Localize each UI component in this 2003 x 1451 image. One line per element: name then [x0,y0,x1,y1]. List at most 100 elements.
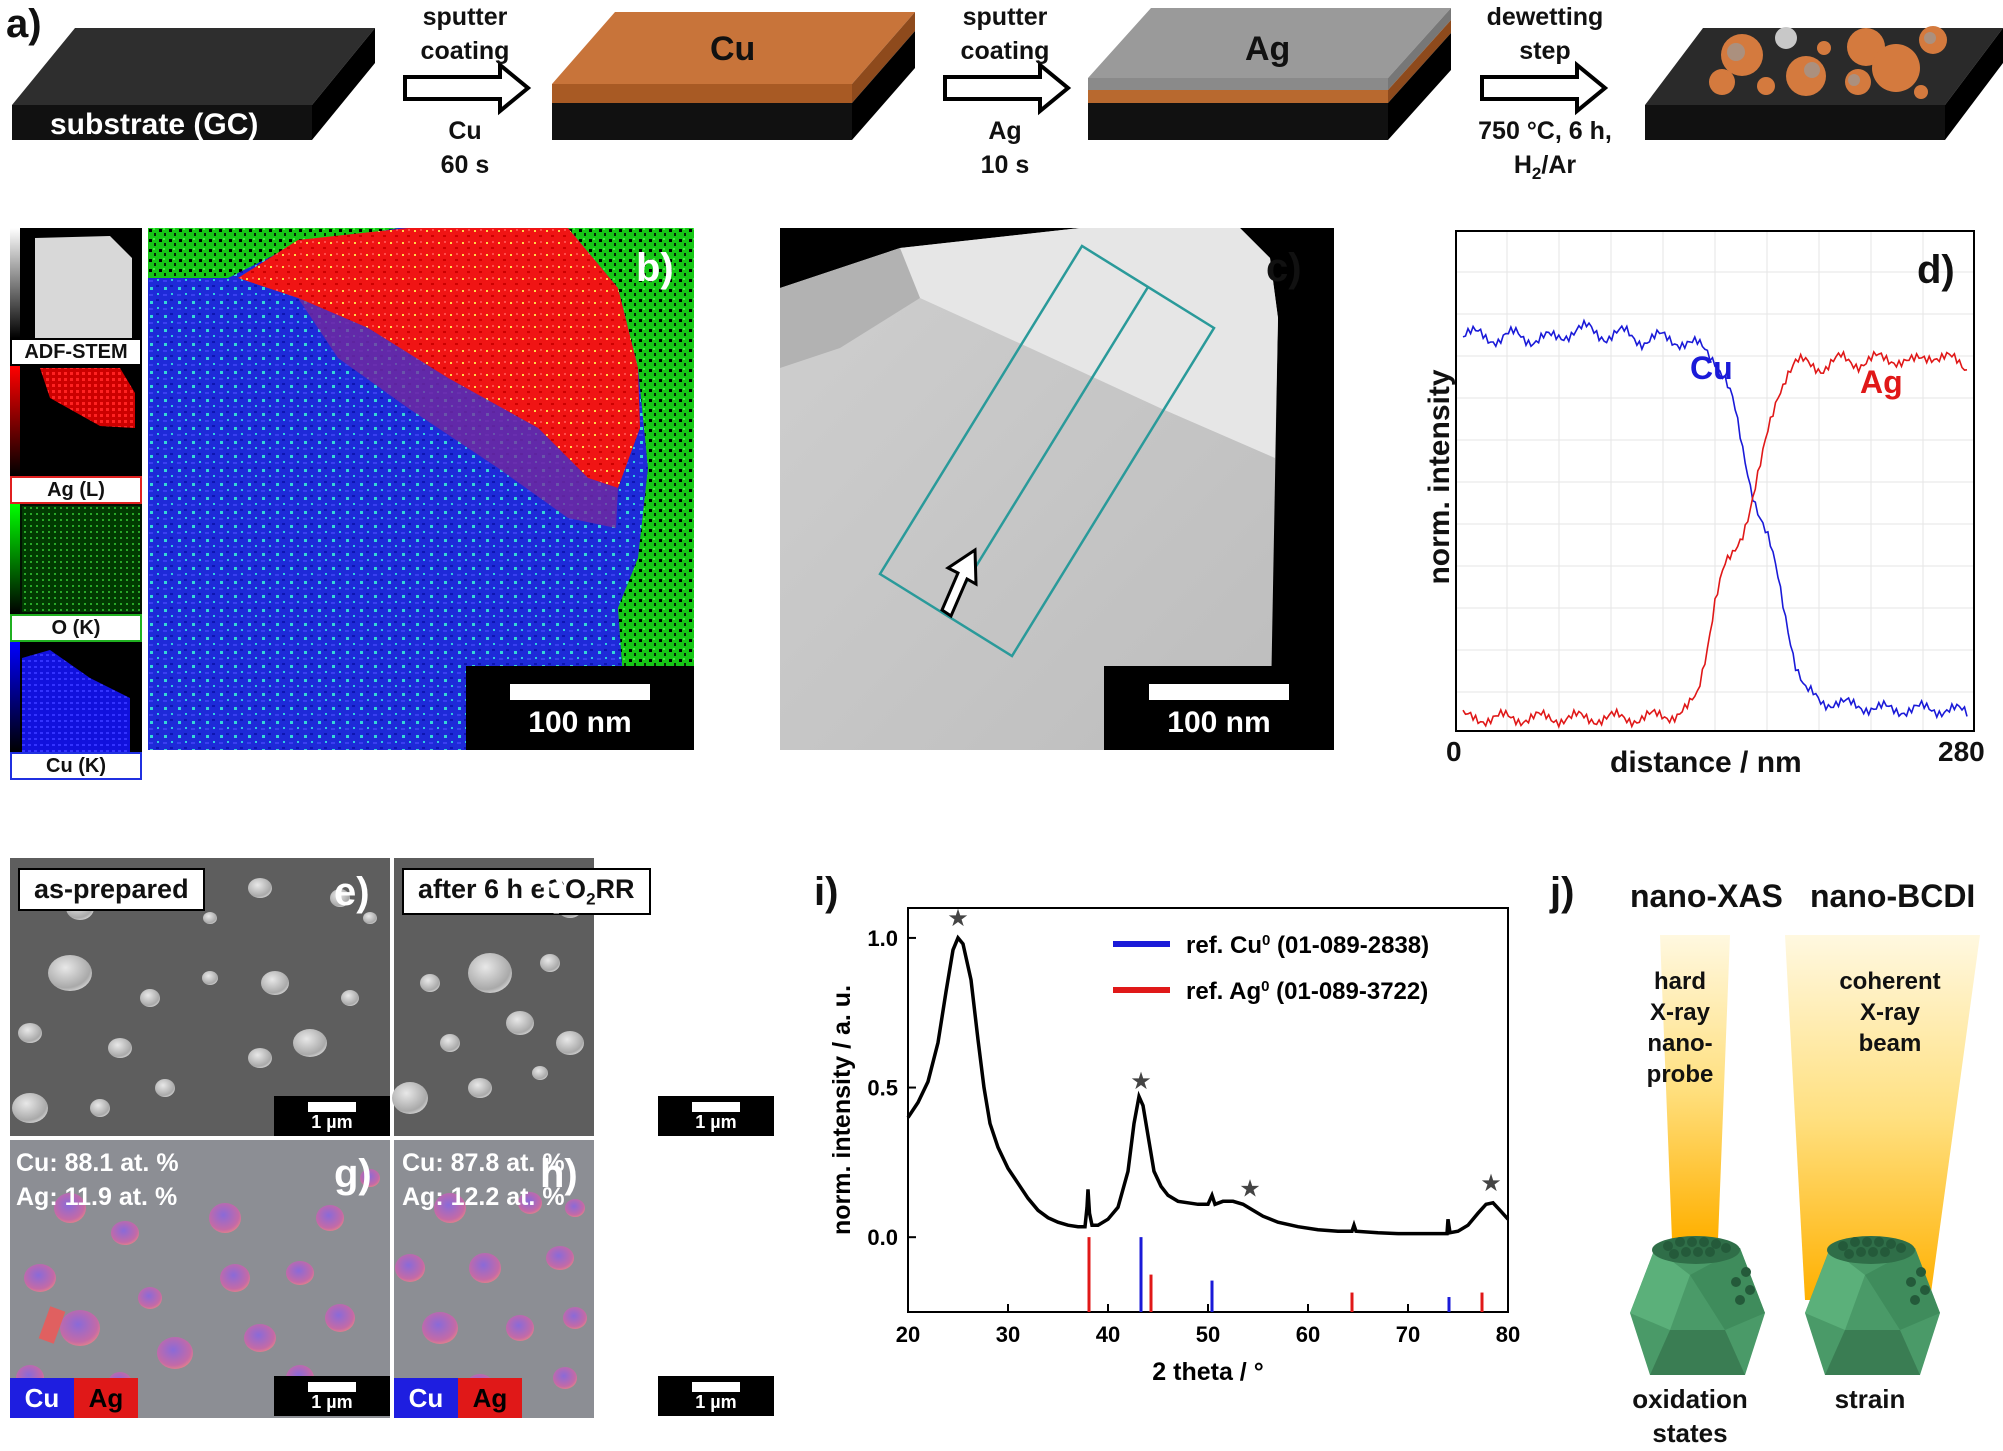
panel-h-label: h) [540,1152,578,1196]
plot-frame [907,907,1509,1313]
panel-j-beam1-text: hard X-ray nano- probe [1620,966,1740,1090]
h2-sub: 2 [1531,164,1542,183]
panel-b-eds-map [148,228,694,750]
beam2-line3: beam [1858,1030,1922,1057]
panel-j-col1-title: nano-XAS [1630,878,1783,914]
panel-d-xlabel: distance / nm [1610,746,1802,779]
step2-bottom: Ag 10 s [930,114,1080,182]
scale-bar-line [308,1102,356,1112]
beam2-line2: X-ray [1859,999,1921,1026]
panel-g-cu-composition: Cu: 88.1 at. % [16,1149,179,1177]
thumb-label-cu-text: Cu (K) [46,755,106,777]
panel-j-beam2-text: coherent X-ray beam [1815,966,1965,1059]
panel-g-label: g) [334,1152,372,1196]
beam1-line4: probe [1646,1061,1714,1088]
crystal-particle-1 [1630,1236,1765,1375]
cu-coated-block [552,12,915,140]
crystal-particle-2 [1805,1236,1940,1375]
beam2-line1: coherent [1839,968,1941,995]
panel-b-scale-bar: 100 nm [466,666,694,750]
step1-top: sputter coating [390,0,540,68]
panel-f-scale-bar: 1 µm [658,1096,774,1136]
ag-layer-label: Ag [1245,30,1291,68]
panel-f-label: f) [540,870,567,914]
panel-i-xrd-chart: 20 30 40 50 60 70 80 0.0 0.5 1.0 2 theta / ° norm. … [828,905,1520,1386]
panel-d-x-min: 0 [1446,736,1462,767]
x-tick-label: 80 [1496,1322,1520,1347]
scale-bar-line [692,1102,740,1112]
scale-bar-line [692,1382,740,1392]
step3-top-line2: step [1519,37,1571,65]
step2-top-line2: coating [960,37,1050,65]
panel-g-composition: Cu: 88.1 at. % Ag: 11.9 at. % [16,1146,179,1214]
col1-bottom-line1: oxidation [1632,1384,1748,1414]
panel-j-col2-bottom: strain [1834,1384,1906,1414]
step3-top-line1: dewetting [1486,3,1604,31]
y-tick-label: 0.0 [867,1225,898,1250]
thumb-label-o-text: O (K) [51,617,101,639]
panel-f-tag: after 6 h eCO2RR [402,868,651,916]
panel-h-particles [395,1192,587,1402]
step3-bottom-line1: 750 °C, 6 h, [1478,117,1612,145]
scan-direction-arrow [940,547,978,619]
panel-d-line-profile-chart [1455,230,1975,732]
panel-g-legend-ag: Ag [74,1378,138,1418]
panel-d-ag-label: Ag [1860,364,1903,400]
xas-beam [1660,935,1730,1240]
panel-j-col1-bottom: oxidation states [1610,1382,1770,1450]
step1-bottom-line1: Cu [448,117,482,145]
panel-e-label: e) [334,870,370,914]
ag-coated-block [1088,8,1451,140]
cu-layer-label: Cu [710,30,756,68]
beam1-line3: nano- [1647,1030,1713,1057]
panel-h-legend-cu: Cu [394,1378,458,1418]
panel-h-ag-composition: Ag: 12.2 at. % [402,1183,565,1211]
thumb-label-adf: ADF-STEM [10,338,142,366]
panel-c-stem-image [780,228,1334,750]
scale-bar-line [308,1382,356,1392]
panel-h-cu-composition: Cu: 87.8 at. % [402,1149,565,1177]
panel-g-ag-streak [38,1306,66,1344]
panel-b-thumbnails [10,228,142,752]
panel-d-ylabel: norm. intensity [1423,369,1456,585]
panel-c-scale-bar: 100 nm [1104,666,1334,750]
panel-f-tag-sub: 2 [586,889,596,909]
x-tick-label: 70 [1396,1322,1420,1347]
panel-i-label: i) [814,870,839,914]
panel-j-schematic [1630,935,1980,1375]
step2-bottom-line1: Ag [988,117,1022,145]
h2-main: H [1513,151,1532,179]
panel-f-tag-end: RR [595,874,635,904]
star-marker: ★ [1480,1170,1502,1197]
scale-bar-text: 1 µm [311,1392,353,1412]
y-tick-label: 0.5 [867,1076,898,1101]
panel-g-legend-cu: Cu [10,1378,74,1418]
scale-bar-text: 1 µm [695,1392,737,1412]
x-tick-label: 20 [896,1322,920,1347]
panel-d-cu-label: Cu [1690,350,1733,386]
step3-bottom: 750 °C, 6 h, H2/Ar [1450,114,1640,191]
panel-c-label: c) [1266,246,1302,290]
star-marker: ★ [1239,1175,1261,1202]
thumb-label-cu: Cu (K) [10,752,142,780]
bcdi-beam [1785,935,1980,1300]
legend-entry: ref. Ag0 (01-089-3722) [1186,978,1428,1006]
panel-e-scale-bar: 1 µm [274,1096,390,1136]
scale-bar-line [510,684,650,700]
step2-top-line1: sputter [962,3,1048,31]
step3-top: dewetting step [1460,0,1630,68]
x-tick-label: 50 [1196,1322,1220,1347]
panel-g-scale-bar: 1 µm [274,1376,390,1416]
step2-bottom-line2: 10 s [980,151,1030,179]
panel-a-schematic [12,8,2003,140]
col1-bottom-line2: states [1652,1418,1728,1448]
panel-j-label: j) [1550,870,1575,914]
panel-j-col2-title: nano-BCDI [1810,878,1976,914]
star-marker: ★ [947,905,969,932]
profile-ag [1462,349,1968,729]
thumb-label-o: O (K) [10,614,142,642]
x-tick-label: 40 [1096,1322,1120,1347]
sem-images [10,858,594,1418]
step3-bottom-line2: H2/Ar [1450,148,1640,191]
scale-bar-text: 100 nm [1167,706,1271,739]
